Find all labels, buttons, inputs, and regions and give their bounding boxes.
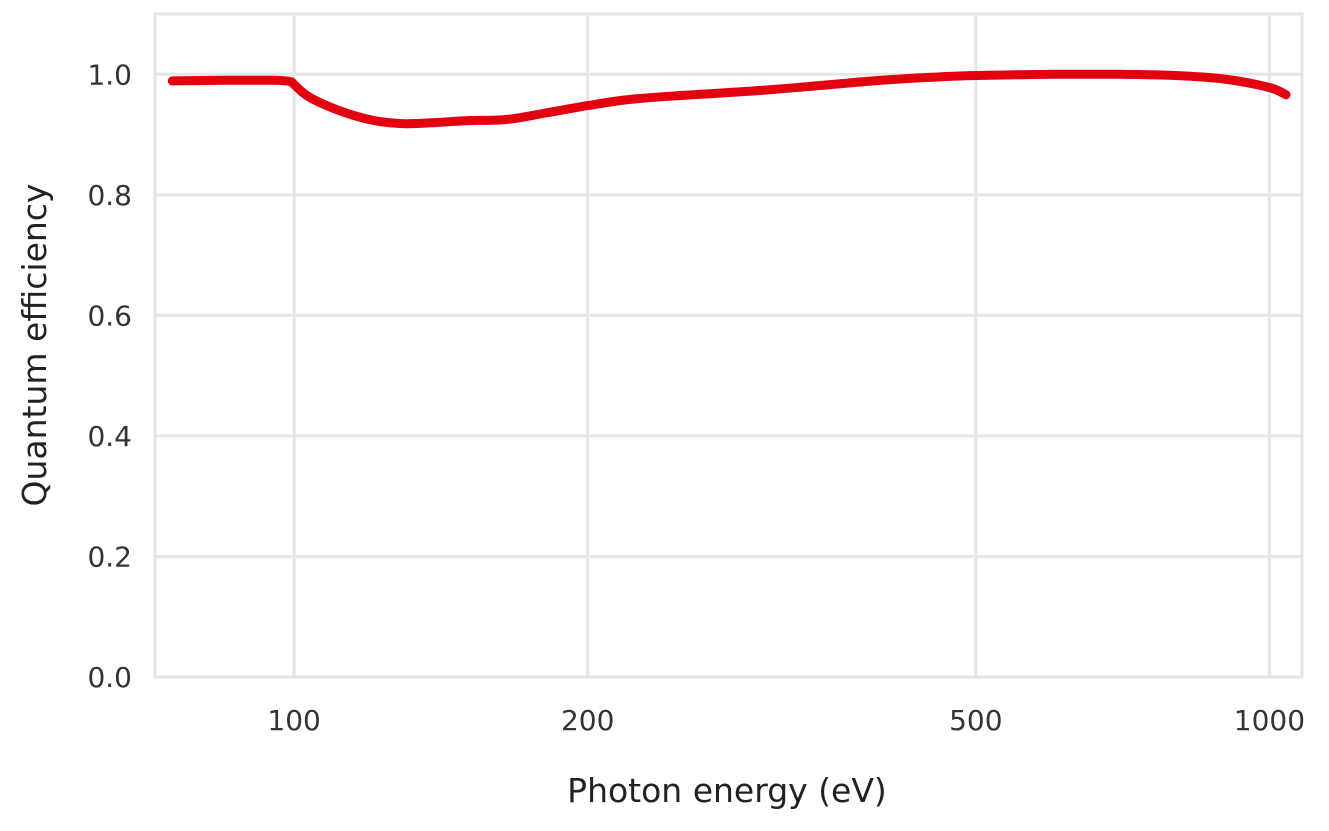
y-tick-label: 0.4 (87, 420, 132, 453)
y-tick-label: 0.0 (87, 661, 132, 694)
x-tick-label: 100 (267, 704, 320, 737)
y-tick-label: 0.2 (87, 540, 132, 573)
series-line-quantum-efficiency (167, 69, 1291, 129)
grid (155, 14, 1302, 679)
x-axis-label: Photon energy (eV) (567, 771, 887, 810)
y-tick-label: 0.6 (87, 299, 132, 332)
series-layer (167, 69, 1291, 129)
y-tick-label: 0.8 (87, 179, 132, 212)
x-tick-label: 1000 (1234, 704, 1305, 737)
x-axis-ticks: 100 200 500 1000 (267, 704, 1305, 737)
y-tick-label: 1.0 (87, 58, 132, 91)
x-tick-label: 500 (949, 704, 1002, 737)
y-axis-label: Quantum efficiency (15, 184, 54, 507)
y-axis-ticks: 0.0 0.2 0.4 0.6 0.8 1.0 (87, 58, 132, 694)
plot-frame (153, 12, 1304, 679)
x-tick-label: 200 (561, 704, 614, 737)
